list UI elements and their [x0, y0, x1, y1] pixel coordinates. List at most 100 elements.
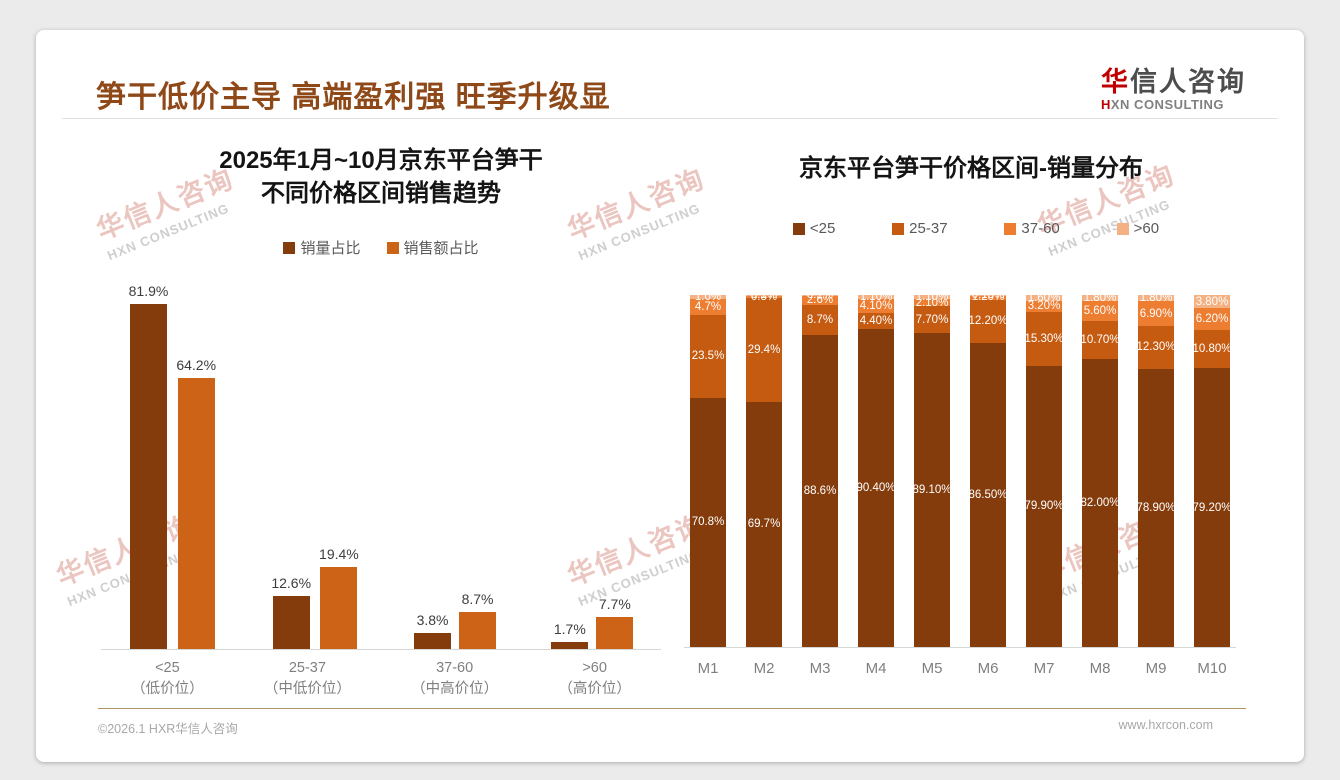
segment-25-37: 10.70% [1080, 321, 1120, 359]
bar-with-label: 81.9% [128, 278, 169, 649]
segment-value-label: 70.8% [691, 516, 725, 529]
left-chart-x-axis: <25 （低价位） 25-37 （中低价位） 37-60 （中高价位） >60 （高价位） [101, 658, 661, 700]
right-chart-x-axis: M1 M2 M3 M4 M5 M6 M7 M8 M9 M10 [684, 660, 1236, 677]
footer-website: www.hxrcon.com [1118, 718, 1213, 732]
segment-value-label: 0.8% [750, 290, 778, 303]
x-axis-label: M5 [921, 660, 943, 677]
legend-label: 销量占比 [300, 240, 361, 257]
x-axis-label-sub: （中高价位） [411, 681, 499, 697]
legend-swatch [283, 241, 296, 254]
segment-value-label: 6.90% [1139, 307, 1173, 320]
segment-value-label: 1.0% [694, 290, 722, 303]
x-axis-label: M7 [1033, 660, 1055, 677]
segment-<25: 90.40% [856, 328, 896, 647]
stacked-bar: 88.6% 8.7% 2.6% 0.1% [802, 289, 838, 647]
segment-value-label: 89.10% [912, 484, 952, 497]
bar-value-label: 3.8% [416, 611, 449, 628]
bar-group: 12.6% 19.4% [271, 278, 359, 649]
segment-<25: 69.7% [746, 401, 782, 647]
stacked-bar: 79.20% 10.80% 6.20% 3.80% [1192, 295, 1232, 647]
header-divider [62, 118, 1278, 119]
segment-value-label: 1.80% [1139, 292, 1173, 305]
segment-<25: 86.50% [968, 342, 1008, 647]
segment->60: 3.80% [1194, 295, 1230, 309]
bar-销售额占比 [596, 616, 634, 649]
segment-value-label: 3.20% [1027, 300, 1061, 313]
segment->60: 1.10% [914, 291, 950, 303]
company-logo: 华信人咨询 HXN CONSULTING [1101, 60, 1246, 112]
segment-<25: 89.10% [912, 333, 952, 647]
segment-value-label: 10.80% [1192, 343, 1232, 356]
legend-label: 销售额占比 [403, 240, 479, 257]
segment-37-60: 6.20% [1194, 308, 1230, 331]
segment-value-label: 86.50% [968, 488, 1008, 501]
left-chart-legend: 销量占比 销售额占比 [96, 237, 666, 258]
x-axis-label: M9 [1145, 660, 1167, 677]
footer-copyright: ©2026.1 HXR华信人咨询 [98, 722, 238, 736]
bar-with-label: 19.4% [319, 278, 359, 649]
x-axis-label: >60 （高价位） [558, 658, 631, 700]
bar-value-label: 81.9% [128, 282, 169, 299]
right-chart-legend: <25 25-37 37-60 >60 [736, 220, 1216, 237]
segment-25-37: 12.20% [968, 299, 1008, 343]
segment-25-37: 4.40% [858, 313, 894, 329]
stacked-bar: 69.7% 29.4% 0.8% 0.1% [746, 289, 782, 647]
bar-value-label: 7.7% [598, 595, 631, 612]
legend-label: <25 [809, 220, 836, 237]
segment->60: 1.80% [1138, 292, 1174, 305]
segment-value-label: 78.90% [1136, 502, 1176, 514]
segment-37-60: 4.10% [858, 298, 894, 314]
bar-with-label: 12.6% [271, 278, 311, 649]
segment-value-label: 79.90% [1024, 500, 1064, 513]
x-axis-label-sub: （低价位） [131, 681, 204, 697]
bar-value-label: 19.4% [319, 546, 359, 563]
x-axis-label: 37-60 （中高价位） [411, 658, 498, 700]
segment->60: 1.10% [858, 291, 894, 303]
segment-value-label: 1.10% [859, 290, 893, 303]
segment-value-label: 4.10% [859, 300, 893, 313]
bar-with-label: 7.7% [596, 278, 634, 649]
legend-swatch [892, 222, 905, 235]
bar-group: 1.7% 7.7% [551, 278, 634, 649]
segment-37-60: 2.10% [914, 297, 950, 309]
segment-value-label: 1.60% [1027, 291, 1061, 304]
segment-value-label: 79.20% [1192, 501, 1232, 514]
segment-37-60: 1.20% [970, 291, 1006, 303]
segment-value-label: 88.6% [803, 485, 837, 498]
legend-swatch [1116, 222, 1129, 235]
segment-<25: 78.90% [1136, 369, 1176, 647]
segment-value-label: 0.1% [806, 289, 834, 302]
legend-item: 25-37 [892, 220, 948, 237]
x-axis-label-sub: （中低价位） [263, 681, 351, 697]
bar-销售额占比 [459, 612, 497, 649]
legend-label: 37-60 [1021, 220, 1060, 237]
segment-value-label: 1.10% [915, 290, 949, 303]
slide-card: 华信人咨询 HXN CONSULTING 华信人咨询 HXN CONSULTING 华信… [36, 30, 1304, 762]
x-axis-label: M3 [809, 660, 831, 677]
segment-value-label: 1.20% [971, 291, 1005, 304]
bar-with-label: 64.2% [176, 278, 216, 649]
legend-swatch [1004, 222, 1017, 235]
page-title: 笋干低价主导 高端盈利强 旺季升级显 [96, 81, 611, 114]
bar-销售额占比 [320, 567, 358, 649]
segment-25-37: 10.80% [1192, 330, 1232, 369]
legend-item: >60 [1116, 220, 1160, 237]
stacked-bar: 70.8% 23.5% 4.7% 1.0% [690, 291, 726, 647]
segment-25-37: 8.7% [802, 304, 838, 336]
segment-value-label: 1.80% [1083, 292, 1117, 305]
x-axis-label-main: <25 [155, 660, 180, 676]
x-axis-label-main: 37-60 [436, 660, 474, 676]
bar-销量占比 [551, 641, 589, 649]
segment-37-60: 6.90% [1138, 301, 1174, 326]
legend-item: 销量占比 [283, 237, 361, 258]
segment-value-label: 12.20% [968, 315, 1008, 328]
segment-value-label: 12.30% [1136, 341, 1176, 354]
legend-label: >60 [1133, 220, 1160, 237]
segment-25-37: 12.30% [1136, 325, 1176, 369]
segment-value-label: 3.80% [1195, 295, 1229, 308]
segment-37-60: 5.60% [1082, 301, 1118, 322]
bar-销量占比 [129, 303, 167, 649]
legend-swatch [386, 241, 399, 254]
segment-<25: 82.00% [1080, 358, 1120, 647]
x-axis-label: M8 [1089, 660, 1111, 677]
